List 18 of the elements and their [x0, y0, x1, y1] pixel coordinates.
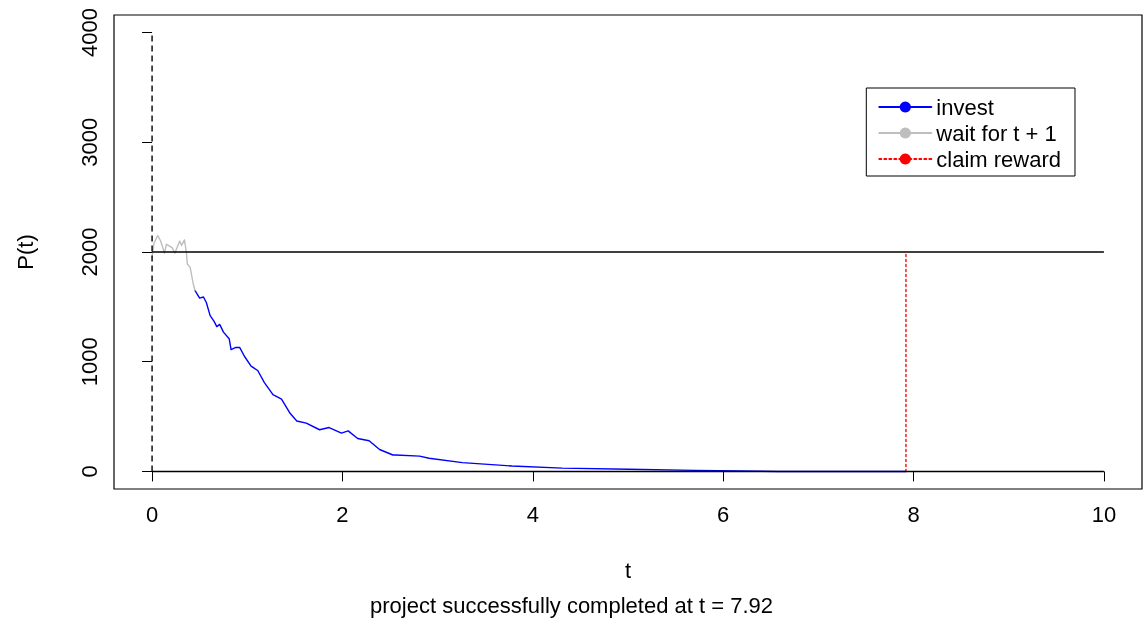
- x-tick-label: 4: [526, 501, 539, 527]
- y-tick-label: 4000: [76, 8, 102, 58]
- x-tick-label: 0: [145, 501, 159, 527]
- legend-label: wait for t + 1: [935, 120, 1057, 146]
- x-axis-title: t: [624, 557, 632, 583]
- x-tick-label: 10: [1091, 501, 1117, 527]
- legend-label: claim reward: [936, 146, 1062, 172]
- x-tick-label: 8: [907, 501, 920, 527]
- x-tick-label: 2: [336, 501, 349, 527]
- y-axis-title: P(t): [12, 234, 38, 270]
- text: project successfully completed at t = 7.92: [370, 592, 773, 618]
- legend-label: invest: [936, 94, 994, 120]
- y-tick-label: 3000: [76, 117, 102, 167]
- y-tick-label: 0: [76, 465, 102, 478]
- line-series: [151, 234, 196, 292]
- y-tick-label: 1000: [76, 337, 102, 387]
- y-tick-label: 2000: [76, 227, 102, 277]
- x-tick-label: 6: [717, 501, 730, 527]
